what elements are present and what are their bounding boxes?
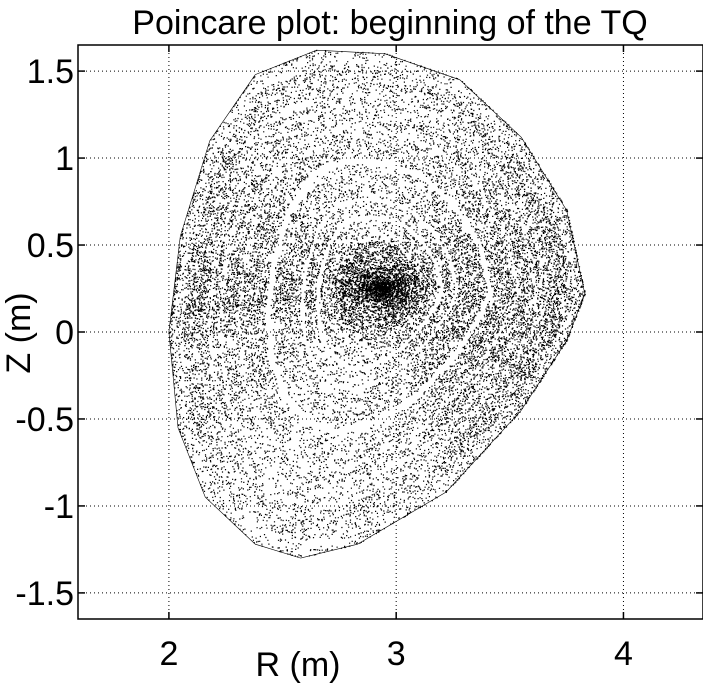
y-tick-label: -1 <box>44 488 74 526</box>
y-tick-label: -1.5 <box>15 575 74 613</box>
x-tick-label: 2 <box>159 635 178 673</box>
x-axis-label: R (m) <box>256 646 341 684</box>
y-tick-label: -0.5 <box>15 401 74 439</box>
y-axis-ticks: 1.5 1 0.5 0 -0.5 -1 -1.5 <box>15 53 703 613</box>
chart-title: Poincare plot: beginning of the TQ <box>132 4 647 42</box>
x-axis-ticks: 2 3 4 <box>159 45 633 673</box>
x-tick-label: 4 <box>614 635 633 673</box>
y-axis-label: Z (m) <box>0 292 38 373</box>
scatter-points <box>168 49 586 559</box>
poincare-points <box>168 49 586 558</box>
y-tick-label: 1.5 <box>27 53 74 91</box>
last-closed-surface <box>168 49 586 559</box>
y-tick-label: 1 <box>55 140 74 178</box>
y-tick-label: 0.5 <box>27 227 74 265</box>
grid-lines <box>78 45 703 619</box>
x-tick-label: 3 <box>387 635 406 673</box>
y-tick-label: 0 <box>55 314 74 352</box>
